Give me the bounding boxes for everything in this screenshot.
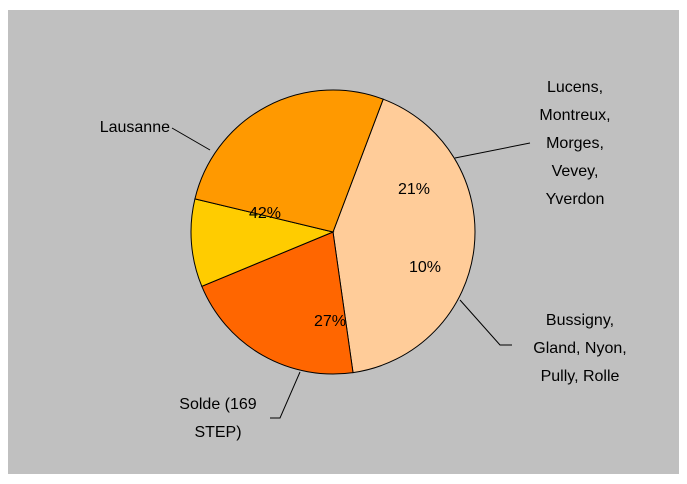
pie-slice xyxy=(194,89,384,233)
data-label: 27% xyxy=(314,313,346,330)
leader-line xyxy=(459,299,512,346)
data-label: 10% xyxy=(409,259,441,276)
leader-line xyxy=(171,127,211,151)
pie-slice xyxy=(201,231,354,375)
category-label: Lausanne xyxy=(100,119,170,136)
data-label: 21% xyxy=(398,181,430,198)
pie-slice xyxy=(332,98,476,374)
category-label: Solde (169 STEP) xyxy=(179,396,256,441)
category-label: Lucens, Montreux, Morges, Vevey, Yverdon xyxy=(539,79,610,208)
category-label: Bussigny, Gland, Nyon, Pully, Rolle xyxy=(533,312,626,385)
data-label: 42% xyxy=(249,205,281,222)
leader-line xyxy=(270,371,301,419)
leader-line xyxy=(454,142,531,159)
pie-slice xyxy=(190,198,335,287)
